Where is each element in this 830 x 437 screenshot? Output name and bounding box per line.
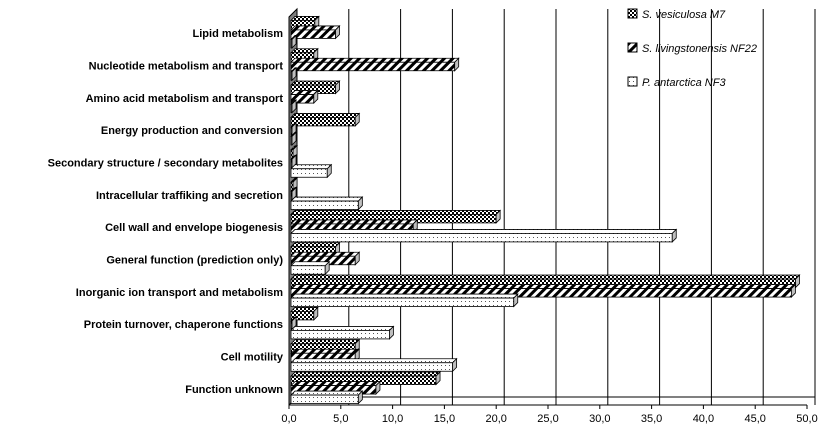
legend-swatch (627, 8, 638, 19)
x-tick-label: 40,0 (693, 413, 714, 425)
bar (290, 260, 331, 276)
bar (290, 24, 341, 40)
category-label: Cell wall and envelope biogenesis (105, 222, 283, 234)
bar (290, 163, 333, 179)
category-label: Protein turnover, chaperone functions (84, 319, 283, 331)
legend-swatch (627, 76, 638, 87)
x-tick-label: 0,0 (281, 413, 296, 425)
category-label: Cell motility (221, 352, 284, 364)
legend: S. vesiculosa M7 S. livingstonensis NF22 P… (627, 8, 757, 89)
bar (290, 57, 460, 72)
category-labels: Lipid metabolism Nucleotide metabolism an… (48, 28, 284, 396)
legend-swatch (627, 42, 638, 53)
category-label: Amino acid metabolism and transport (86, 93, 284, 105)
legend-entry: S. livingstonensis NF22 (642, 43, 757, 55)
bar (290, 112, 361, 127)
x-tick-label: 35,0 (641, 413, 662, 425)
bar (290, 357, 458, 373)
x-tick-labels: 0,0 5,0 10,0 15,0 20,0 25,0 30,0 35,0 40,0 45,0 50… (281, 405, 818, 425)
bar (290, 196, 364, 211)
category-label: Lipid metabolism (193, 28, 284, 40)
x-tick-label: 5,0 (333, 413, 348, 425)
bar (290, 154, 298, 169)
x-tick-label: 20,0 (485, 413, 506, 425)
x-tick-label: 50,0 (796, 413, 817, 425)
bar (290, 89, 319, 105)
gridlines (348, 9, 816, 405)
bar (290, 293, 519, 308)
bar (290, 306, 319, 321)
category-label: Energy production and conversion (101, 125, 283, 137)
legend-entry: S. vesiculosa M7 (642, 9, 726, 21)
category-label: Inorganic ion transport and metabolism (76, 287, 283, 299)
legend-entry: P. antarctica NF3 (642, 77, 726, 89)
category-label: Nucleotide metabolism and transport (89, 61, 284, 73)
bar (290, 228, 678, 243)
bar (290, 66, 298, 82)
bar (290, 99, 298, 114)
bar (290, 283, 797, 299)
bar (290, 325, 395, 340)
bar (290, 131, 298, 146)
bar (290, 80, 341, 95)
category-label: General function (prediction only) (106, 255, 283, 267)
category-label: Secondary structure / secondary metaboli… (48, 158, 283, 170)
bar (290, 34, 298, 49)
category-label: Function unknown (185, 384, 283, 396)
bars (290, 15, 801, 405)
bar (290, 390, 364, 405)
category-label: Intracellular traffiking and secretion (96, 190, 283, 202)
x-tick-label: 10,0 (382, 413, 403, 425)
bar (290, 218, 419, 234)
x-tick-label: 25,0 (537, 413, 558, 425)
bar (290, 371, 442, 386)
x-tick-label: 15,0 (434, 413, 455, 425)
x-tick-label: 30,0 (589, 413, 610, 425)
x-tick-label: 45,0 (744, 413, 765, 425)
